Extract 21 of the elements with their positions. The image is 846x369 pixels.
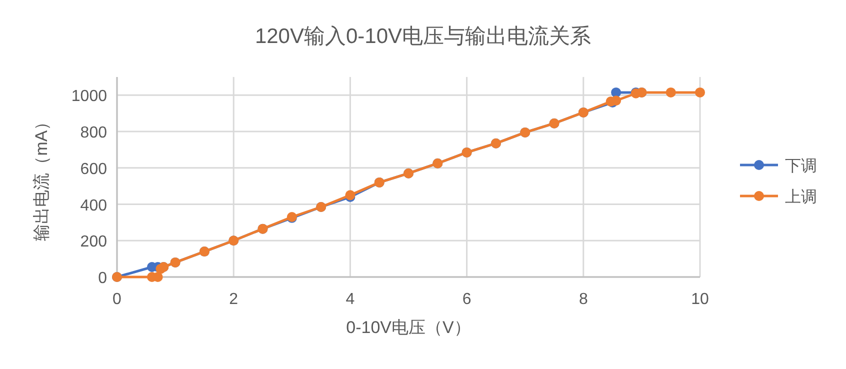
y-tick-label: 0 [98, 270, 108, 287]
point [611, 87, 622, 98]
chart-title: 120V输入0-10V电压与输出电流关系 [254, 25, 592, 48]
point [666, 87, 676, 98]
y-tick-label: 600 [80, 160, 108, 178]
y-tick-label: 800 [80, 124, 108, 142]
x-axis-title: 0-10V电压（V） [346, 318, 471, 337]
x-tick-label: 4 [346, 291, 355, 308]
x-tick-label: 0 [112, 291, 122, 308]
x-tick-label: 2 [229, 291, 238, 308]
x-tick-label: 10 [691, 291, 709, 308]
x-tick-label: 8 [578, 291, 588, 308]
y-tick-label: 200 [80, 234, 108, 251]
point [611, 96, 622, 106]
legend-label: 下调 [785, 158, 817, 175]
x-tick-label: 6 [462, 291, 472, 308]
point [695, 87, 705, 98]
y-tick-label: 1000 [71, 88, 108, 106]
y-axis-title: 输出电流（mA） [32, 113, 51, 241]
legend-label: 上调 [785, 188, 817, 206]
y-tick-label: 400 [80, 197, 108, 214]
